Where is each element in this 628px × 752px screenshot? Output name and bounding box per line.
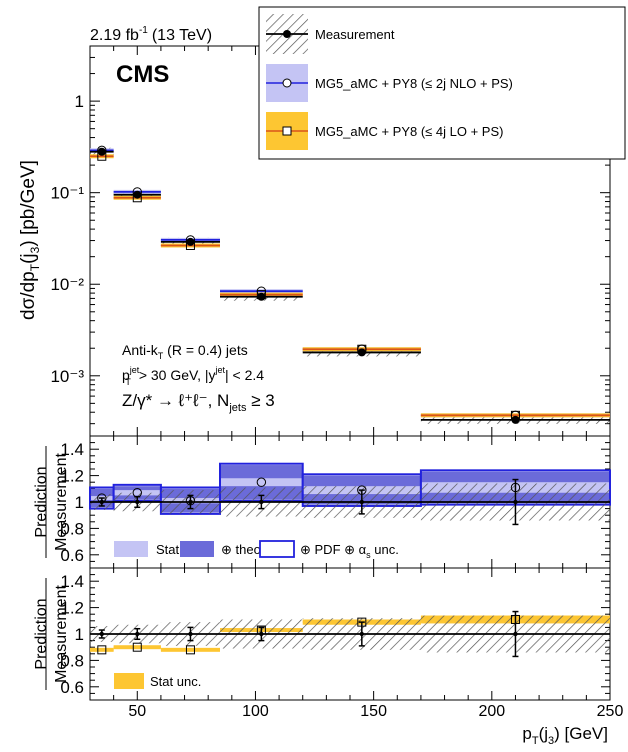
y-tick-label: 0.8 (60, 651, 84, 670)
y-tick-label: 10⁻³ (50, 367, 84, 386)
ratio-lo-y-label: Prediction Measurement (33, 585, 70, 683)
measurement-point (133, 190, 142, 199)
measurement-point (135, 499, 140, 505)
lo-ratio-point (185, 645, 195, 655)
main-y-axis-label: dσ/dpT(j3) [pb/GeV] (18, 160, 42, 320)
legend-entry-measurement: Measurement (266, 14, 395, 54)
y-tick-label: 0.6 (60, 678, 84, 697)
legend-label-pdf: ⊕ PDF ⊕ αs unc. (300, 542, 399, 560)
nlo-point (185, 235, 196, 245)
y-tick-label: 0.6 (60, 546, 84, 565)
legend-box (258, 6, 626, 160)
legend-label-lo: MG5_aMC + PY8 (≤ 4j LO + PS) (315, 124, 503, 139)
ratio-lo-layer: 50 100 150 200 250 0.6 0.8 1 1.2 1.4 (60, 567, 624, 720)
measurement-point (99, 631, 105, 637)
y-tick-label: 1.2 (60, 599, 84, 618)
legend-swatch-stat (114, 541, 148, 557)
measurement-point (188, 499, 193, 505)
nlo-ratio-point (256, 477, 267, 487)
legend-label-measurement: Measurement (315, 27, 395, 42)
measurement-point (513, 631, 518, 637)
experiment-label: CMS (116, 61, 169, 88)
nlo-ratio-point (132, 488, 142, 498)
legend-entry-nlo: MG5_aMC + PY8 (≤ 2j NLO + PS) (266, 64, 513, 102)
x-tick-label: 150 (360, 703, 387, 720)
lo-ratio-point (256, 625, 266, 635)
y-tick-label: 1.4 (60, 572, 84, 591)
stat-unc-band (220, 478, 303, 487)
measurement-point (513, 499, 518, 505)
measurement-point (188, 631, 193, 637)
y-tick-label: 10⁻¹ (50, 184, 84, 203)
jet-algorithm-label: Anti-kT (R = 0.4) jets (122, 342, 248, 361)
y-tick-label: 0.8 (60, 519, 84, 538)
lo-point (357, 344, 367, 354)
lo-ratio-point (132, 642, 142, 652)
lo-point (185, 240, 195, 250)
lo-point (510, 410, 520, 420)
nlo-point (132, 187, 142, 197)
legend-label-theo: ⊕ theo (221, 542, 261, 557)
lo-point (256, 290, 266, 300)
y-tick-label: 1.2 (60, 467, 84, 486)
ratio-lo-legend: Stat unc. (114, 673, 201, 689)
y-tick-label: 1 (75, 625, 84, 644)
legend-swatch-pdf (259, 540, 295, 558)
legend-label-nlo: MG5_aMC + PY8 (≤ 2j NLO + PS) (315, 76, 513, 91)
lo-ratio-point (97, 645, 107, 655)
x-tick-label: 200 (478, 703, 505, 720)
measurement-point (259, 499, 264, 505)
measurement-point (359, 499, 365, 505)
measurement-point (357, 348, 366, 357)
legend-swatch-theo (180, 541, 214, 557)
legend-entry-lo: MG5_aMC + PY8 (≤ 4j LO + PS) (266, 112, 503, 150)
legend-label-stat-unc: Stat unc. (150, 674, 201, 689)
legend-swatch-stat-unc (114, 673, 144, 689)
lumi-label: 2.19 fb-1 (13 TeV) (90, 25, 212, 44)
y-tick-label: 10⁻² (50, 275, 84, 294)
y-tick-label: 1 (75, 92, 84, 111)
main-plot-layer: 10⁻³ 10⁻² 10⁻¹ 1 (50, 45, 611, 436)
x-axis-label: pT(j3) [GeV] (522, 724, 608, 747)
x-tick-label: 50 (128, 703, 146, 720)
measurement-point (135, 631, 140, 637)
nlo-ratio-point (510, 482, 521, 493)
nlo-ratio-point (97, 493, 107, 503)
process-label: Z/γ* → ℓ⁺ℓ⁻, Njets ≥ 3 (122, 391, 275, 414)
ratio-nlo-legend: Stat ⊕ theo ⊕ PDF ⊕ αs unc. (114, 540, 399, 560)
measurement-point (359, 631, 365, 637)
nlo-ratio-point (357, 485, 367, 495)
lo-point (97, 151, 107, 161)
selection-cuts-label: pjet T > 30 GeV, |yjet| < 2.4 (122, 365, 264, 387)
ratio-nlo-y-label: Prediction Measurement (33, 453, 70, 551)
nlo-point (97, 145, 107, 156)
nlo-ratio-point (185, 495, 196, 506)
y-tick-label: 1 (75, 493, 84, 512)
ratio-nlo-layer: 0.6 0.8 1 1.2 1.4 (60, 435, 611, 569)
lo-ratio-point (510, 614, 520, 624)
legend-label-stat: Stat (156, 542, 180, 557)
x-tick-label: 250 (597, 703, 624, 720)
lo-point (132, 193, 142, 203)
y-tick-label: 1.4 (60, 440, 84, 459)
lo-ratio-point (357, 617, 367, 627)
x-tick-label: 100 (242, 703, 269, 720)
